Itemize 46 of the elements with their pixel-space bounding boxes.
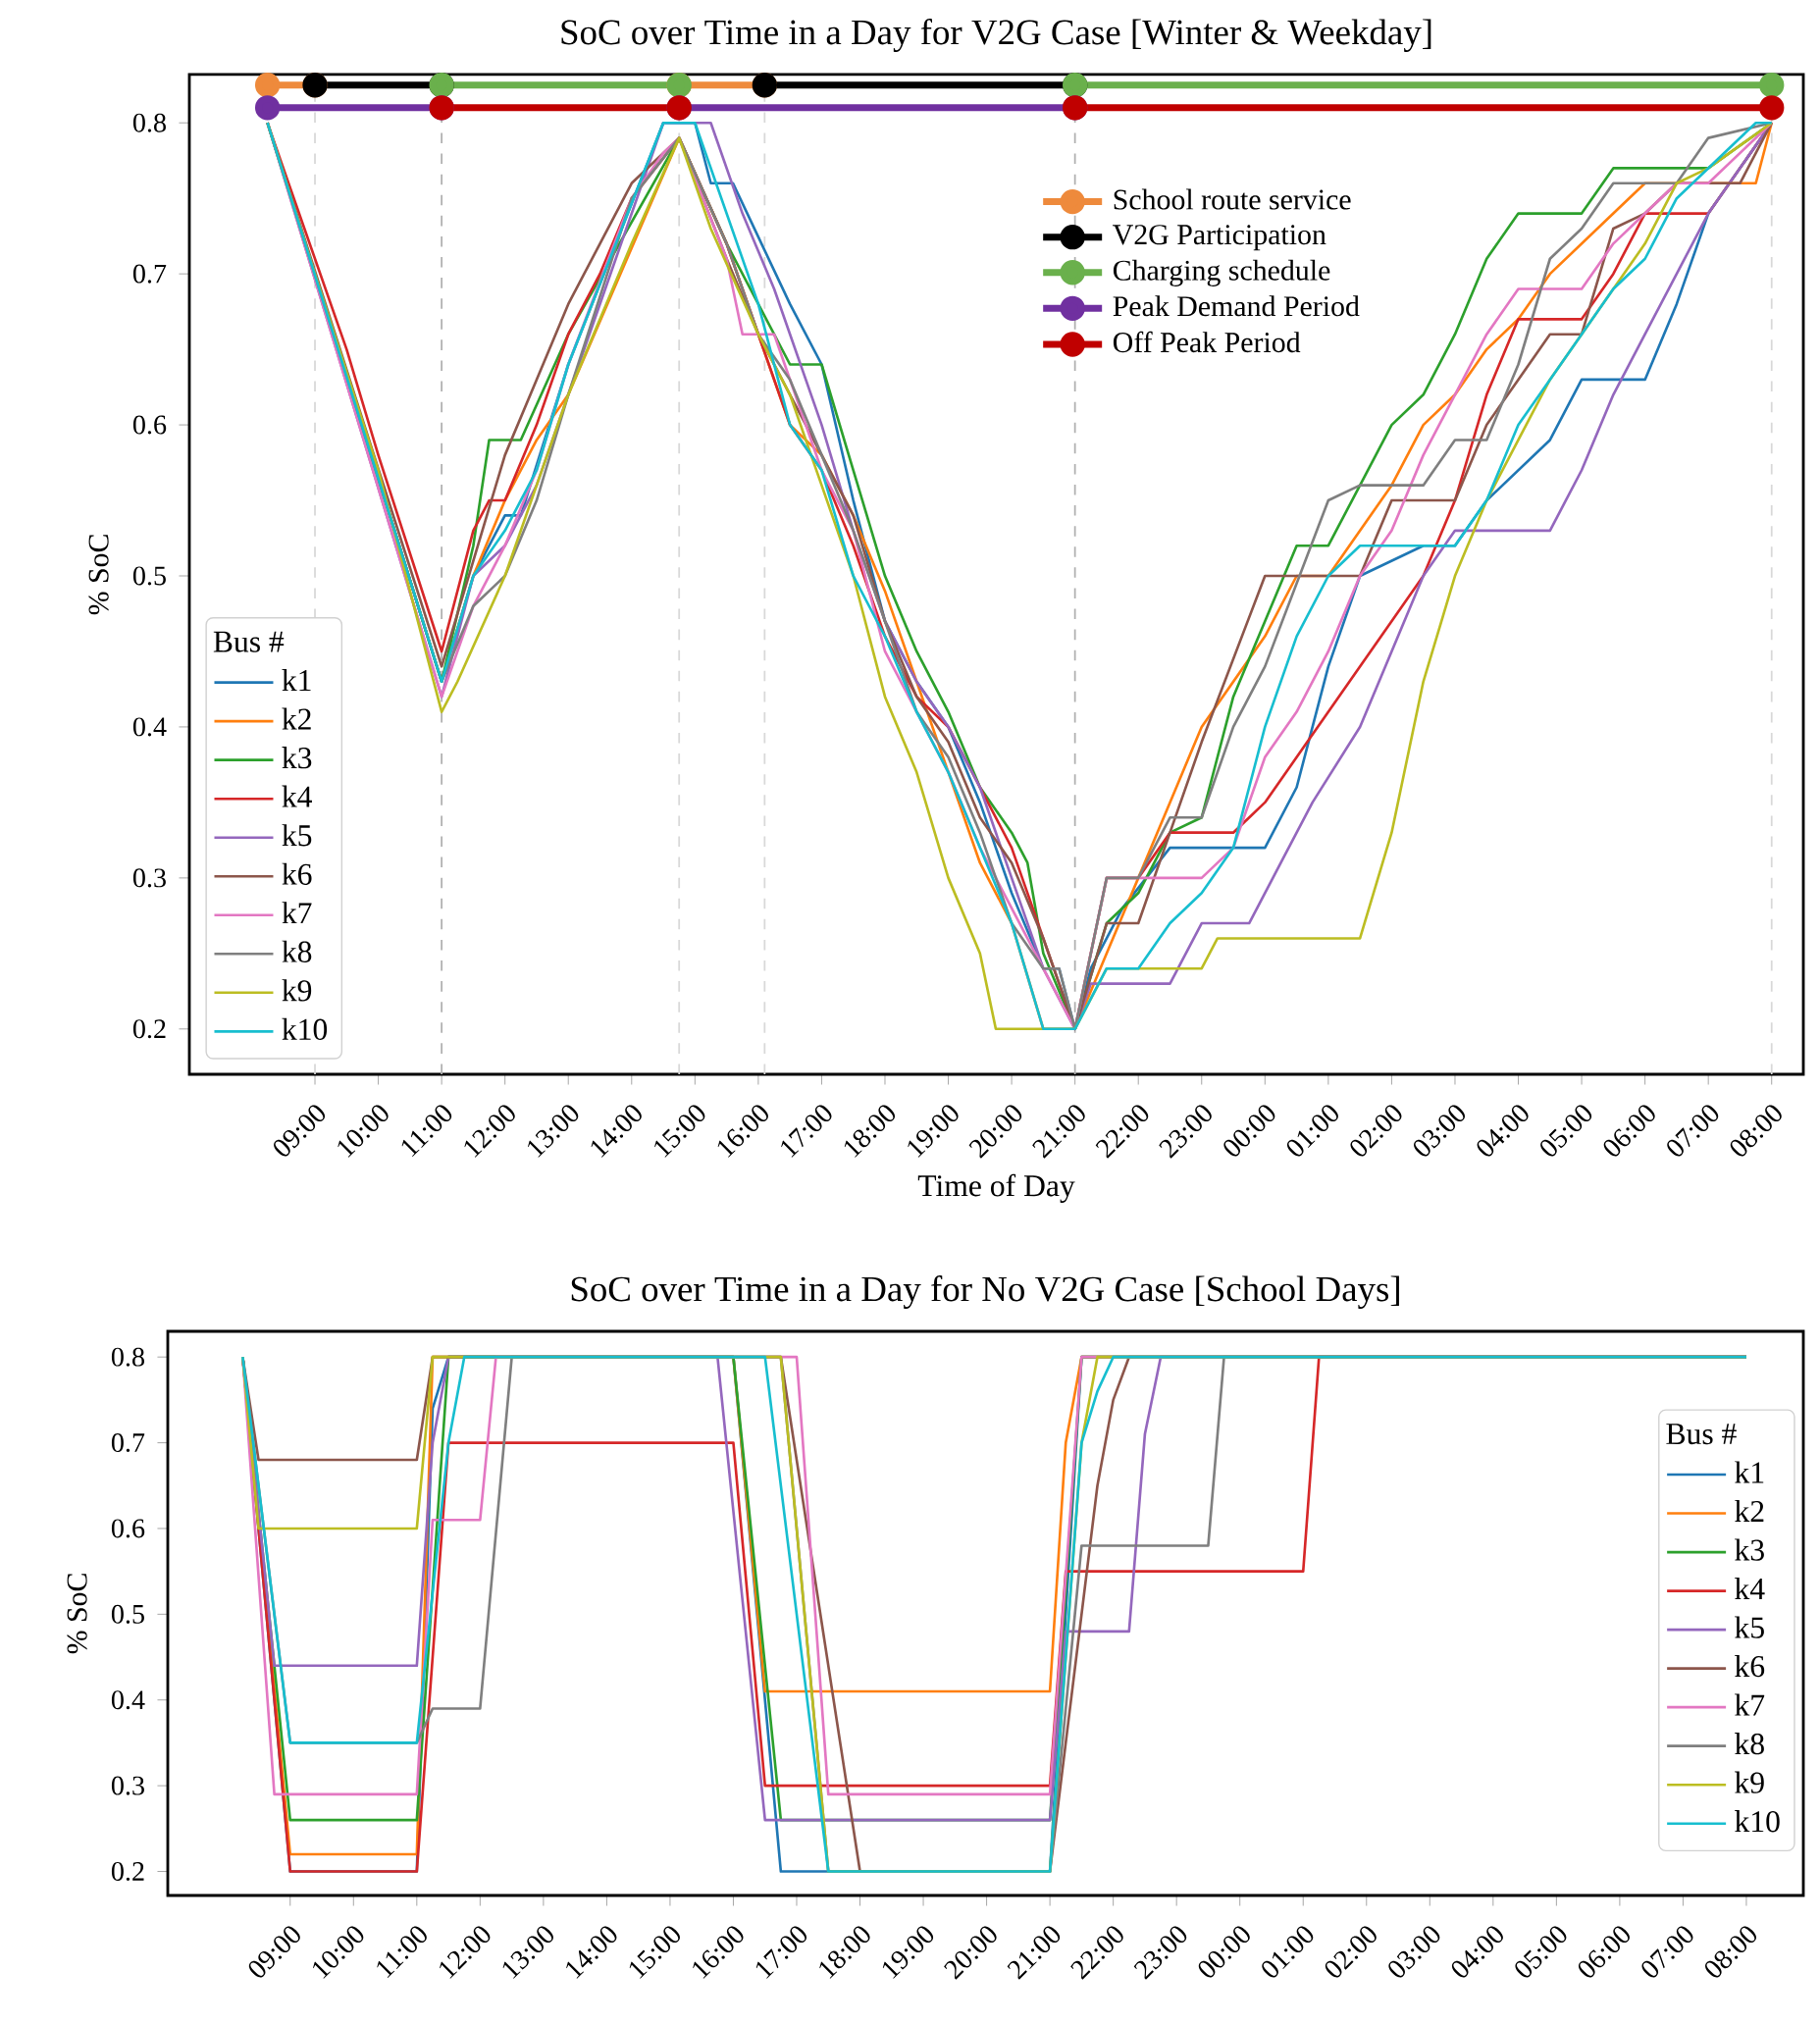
legend-label: School route service xyxy=(1114,188,1351,210)
legend-label: k2 xyxy=(282,707,311,730)
legend-label: k1 xyxy=(1735,1461,1764,1483)
legend-label: k8 xyxy=(1735,1733,1764,1755)
legend-label: k5 xyxy=(1735,1616,1764,1638)
legend-label: k1 xyxy=(282,669,311,691)
legend-label: k3 xyxy=(1735,1538,1764,1561)
legend-label: k3 xyxy=(282,747,312,769)
chart-title: SoC over Time in a Day for V2G Case [Winter & Weekday] xyxy=(561,19,1431,52)
y-axis-title: % SoC xyxy=(88,535,109,615)
chart-title: SoC over Time in a Day for No V2G Case [School Days] xyxy=(571,1275,1399,1309)
legend-label: V2G Participation xyxy=(1113,225,1326,251)
legend-label: k9 xyxy=(1735,1771,1764,1793)
legend-label: k5 xyxy=(282,824,312,847)
y-tick-label: 0.5 xyxy=(132,566,166,586)
y-tick-label: 0.2 xyxy=(132,1019,166,1039)
x-axis-title: Time of Day xyxy=(917,1173,1075,1203)
legend-label: k10 xyxy=(1735,1810,1780,1833)
legend-label: Charging schedule xyxy=(1113,259,1330,286)
legend-label: k10 xyxy=(282,1017,328,1040)
y-tick-label: 0.7 xyxy=(111,1433,145,1453)
y-tick-label: 0.2 xyxy=(111,1861,144,1882)
legend-label: k9 xyxy=(282,979,312,1002)
y-tick-label: 0.5 xyxy=(111,1604,144,1624)
y-tick-label: 0.7 xyxy=(132,264,167,284)
legend-label: k6 xyxy=(1735,1655,1765,1678)
legend-title: Bus # xyxy=(213,631,285,652)
legend-label: Off Peak Period xyxy=(1113,331,1301,353)
legend-label: k2 xyxy=(1735,1499,1764,1522)
legend-title: Bus # xyxy=(1666,1424,1737,1445)
legend-label: Peak Demand Period xyxy=(1113,295,1360,317)
legend-label: k7 xyxy=(1735,1693,1765,1716)
legend-label: k4 xyxy=(282,785,312,807)
legend-label: k4 xyxy=(1735,1578,1765,1599)
y-tick-label: 0.6 xyxy=(111,1519,145,1538)
y-tick-label: 0.8 xyxy=(132,113,166,132)
legend-label: k8 xyxy=(282,940,312,962)
y-tick-label: 0.4 xyxy=(132,717,167,737)
y-tick-label: 0.6 xyxy=(132,415,167,435)
y-tick-label: 0.8 xyxy=(111,1347,144,1367)
y-tick-label: 0.4 xyxy=(111,1690,145,1710)
y-axis-title: % SoC xyxy=(67,1574,87,1654)
y-tick-label: 0.3 xyxy=(111,1776,144,1795)
y-tick-label: 0.3 xyxy=(132,868,166,888)
legend-label: k7 xyxy=(282,902,312,924)
legend-label: k6 xyxy=(282,862,312,885)
